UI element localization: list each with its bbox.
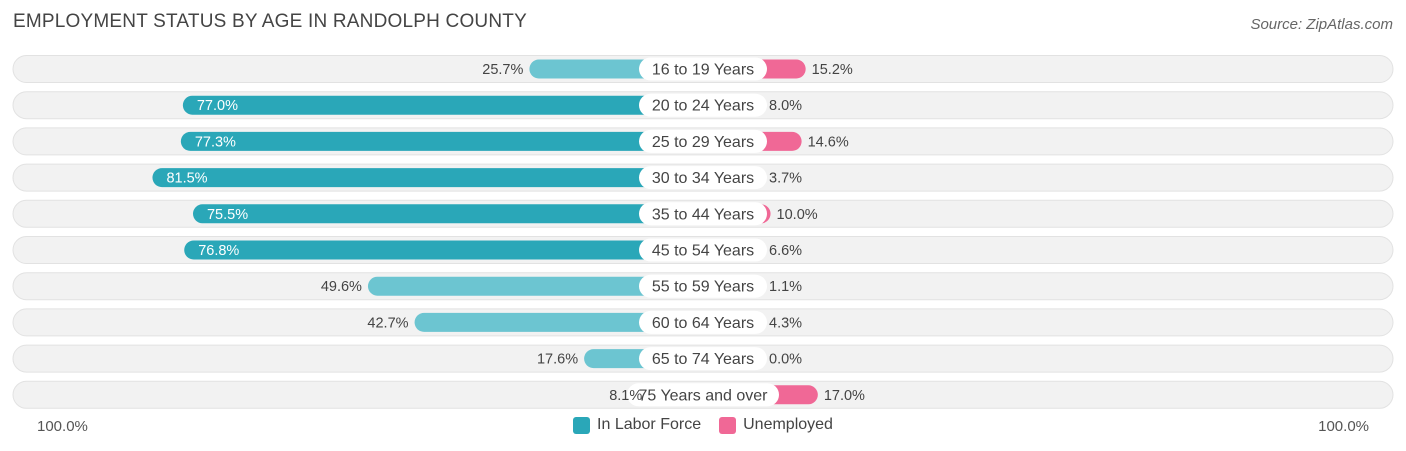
value-label-unemployed: 17.0%: [824, 388, 865, 404]
category-label: 60 to 64 Years: [652, 315, 754, 332]
value-label-labor: 81.5%: [166, 171, 207, 187]
category-pill: [639, 57, 767, 81]
bar-labor-force: [182, 95, 704, 115]
category-label: 16 to 19 Years: [652, 62, 754, 79]
legend: In Labor Force Unemployed: [0, 416, 1406, 434]
category-pill: [639, 274, 767, 298]
value-label-unemployed: 6.6%: [769, 243, 802, 259]
axis-left-label: 100.0%: [37, 418, 88, 435]
category-label: 20 to 24 Years: [652, 98, 754, 115]
value-label-unemployed: 1.1%: [769, 279, 802, 295]
value-label-labor: 77.0%: [197, 98, 238, 114]
category-pill: [639, 347, 767, 371]
value-label-unemployed: 14.6%: [808, 134, 849, 150]
bar-labor-force: [184, 240, 703, 260]
category-pill: [639, 238, 767, 262]
value-label-unemployed: 0.0%: [769, 352, 802, 368]
category-pill: [639, 202, 767, 226]
bar-labor-force: [152, 168, 703, 188]
category-pill: [639, 310, 767, 334]
chart-svg: 16 to 19 Years 25.7% 15.2% 20 to 24 Years 77…: [12, 55, 1394, 409]
value-label-unemployed: 10.0%: [777, 207, 818, 223]
value-label-labor: 17.6%: [537, 352, 578, 368]
value-label-labor: 25.7%: [482, 62, 523, 78]
value-label-labor: 75.5%: [207, 207, 248, 223]
legend-swatch-labor: [573, 416, 591, 434]
value-label-unemployed: 3.7%: [769, 171, 802, 187]
value-label-labor: 49.6%: [321, 279, 362, 295]
axis-right-label: 100.0%: [1318, 418, 1369, 435]
value-label-unemployed: 8.0%: [769, 98, 802, 114]
category-pill: [639, 129, 767, 153]
value-label-labor: 8.1%: [609, 388, 642, 404]
category-pill: [639, 93, 767, 117]
legend-label-unemployed: Unemployed: [743, 416, 833, 433]
legend-swatch-unemployed: [719, 416, 737, 434]
category-pill: [627, 383, 779, 407]
value-label-labor: 77.3%: [195, 134, 236, 150]
bar-labor-force: [180, 131, 703, 151]
bar-labor-force: [192, 204, 703, 224]
category-label: 25 to 29 Years: [652, 134, 754, 151]
value-label-labor: 76.8%: [198, 243, 239, 259]
legend-item-labor[interactable]: In Labor Force: [573, 416, 701, 434]
source-text: Source: ZipAtlas.com: [1250, 16, 1393, 33]
category-label: 35 to 44 Years: [652, 206, 754, 223]
category-pill: [639, 166, 767, 190]
chart-title: EMPLOYMENT STATUS BY AGE IN RANDOLPH COU…: [13, 11, 527, 32]
legend-label-labor: In Labor Force: [597, 416, 702, 433]
category-label: 75 Years and over: [639, 387, 769, 404]
category-label: 45 to 54 Years: [652, 243, 754, 260]
bar-labor-force: [367, 276, 703, 296]
bar-labor-force: [414, 312, 703, 332]
legend-item-unemployed[interactable]: Unemployed: [719, 416, 833, 434]
value-label-unemployed: 15.2%: [812, 62, 853, 78]
category-label: 55 to 59 Years: [652, 279, 754, 296]
category-label: 65 to 74 Years: [652, 351, 754, 368]
value-label-labor: 42.7%: [367, 315, 408, 331]
category-label: 30 to 34 Years: [652, 170, 754, 187]
value-label-unemployed: 4.3%: [769, 315, 802, 331]
